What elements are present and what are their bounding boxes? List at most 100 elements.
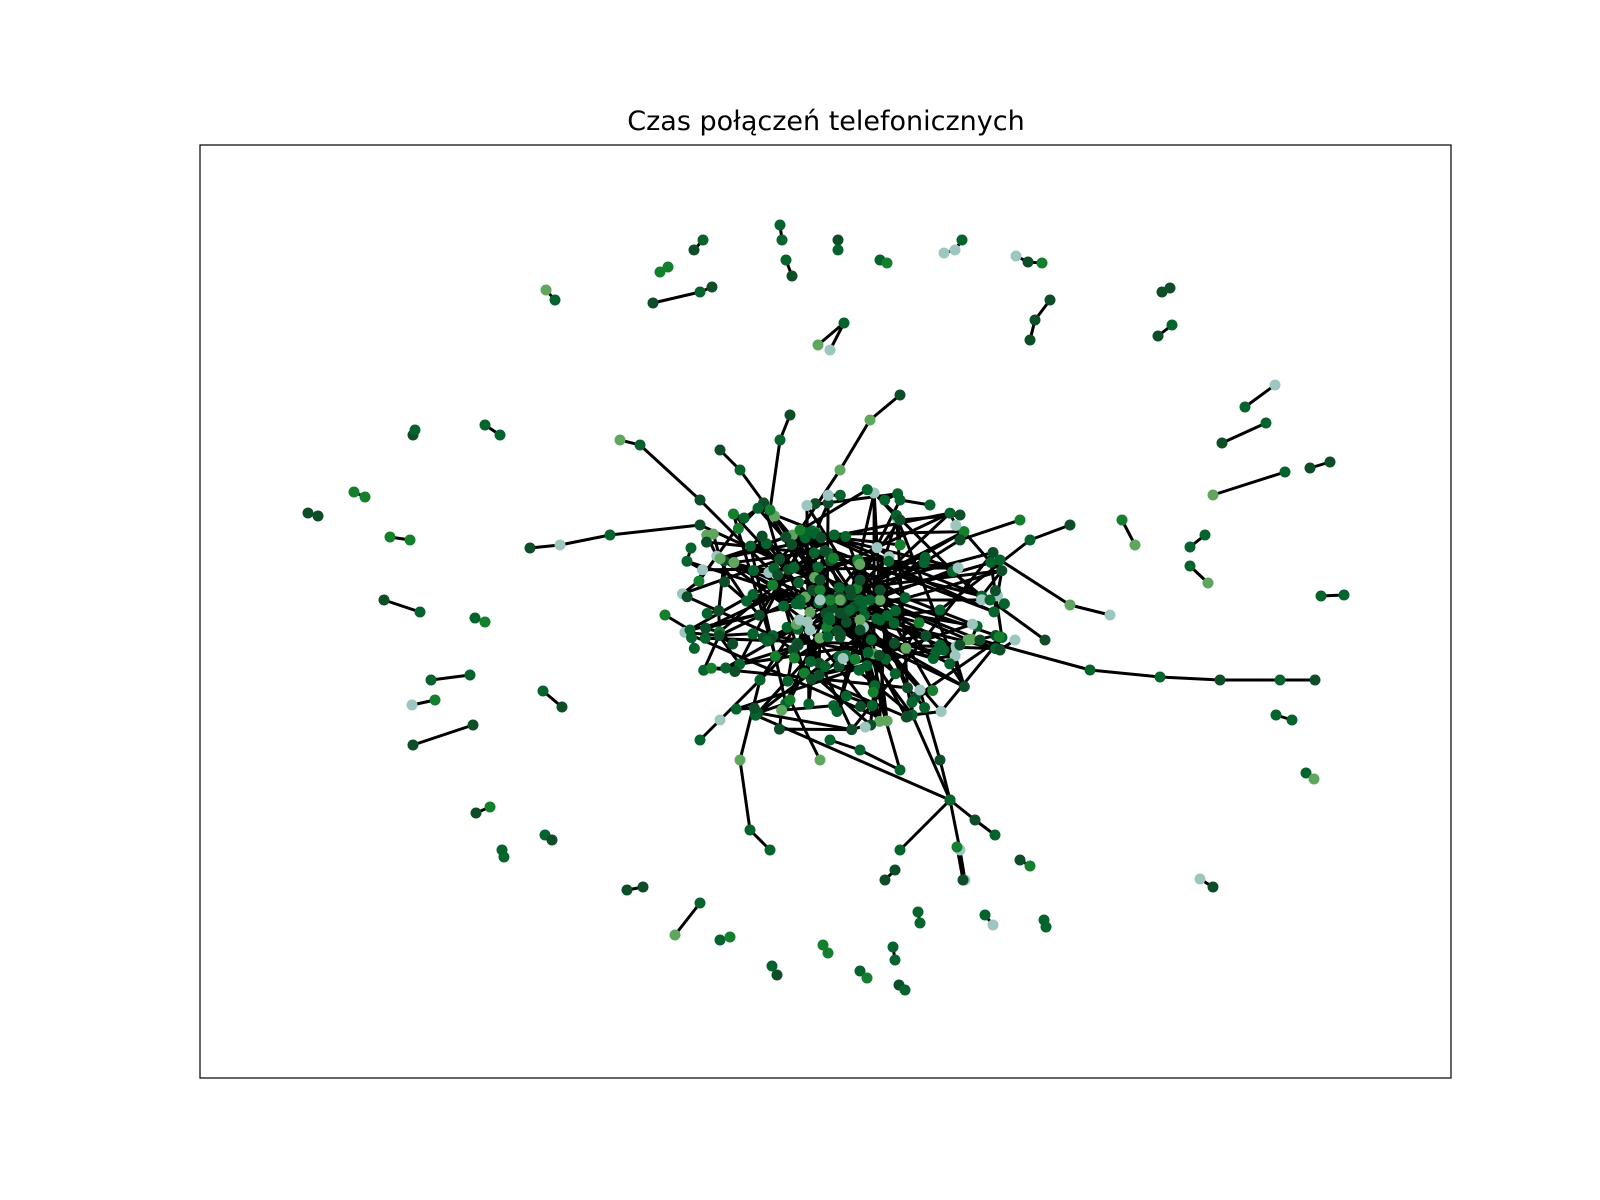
- graph-node: [662, 261, 674, 273]
- graph-node: [1304, 462, 1316, 474]
- graph-node: [994, 644, 1006, 656]
- graph-node: [920, 630, 932, 642]
- graph-node: [720, 662, 732, 674]
- graph-node: [1044, 294, 1056, 306]
- graph-node: [901, 711, 913, 723]
- graph-node: [855, 700, 867, 712]
- node-layer: [302, 219, 1350, 996]
- graph-edge: [1159, 675, 1221, 682]
- graph-node: [840, 690, 852, 702]
- graph-edge: [1221, 421, 1267, 445]
- graph-edge: [755, 713, 951, 802]
- graph-node: [854, 558, 866, 570]
- graph-edge: [798, 619, 854, 731]
- graph-node: [734, 754, 746, 766]
- graph-node: [819, 661, 831, 673]
- graph-node: [747, 628, 759, 640]
- graph-node: [1239, 401, 1251, 413]
- graph-node: [1152, 330, 1164, 342]
- graph-node: [669, 929, 681, 941]
- graph-node: [1084, 664, 1096, 676]
- graph-edge: [735, 664, 868, 711]
- graph-edge: [1244, 383, 1276, 409]
- graph-node: [788, 561, 800, 573]
- graph-node: [834, 607, 846, 619]
- graph-node: [494, 429, 506, 441]
- graph-node: [694, 734, 706, 746]
- graph-node: [1315, 590, 1327, 602]
- graph-node: [1040, 921, 1052, 933]
- graph-node: [956, 234, 968, 246]
- graph-node: [1309, 674, 1321, 686]
- graph-node: [1166, 319, 1178, 331]
- graph-node: [832, 234, 844, 246]
- graph-node: [348, 486, 360, 498]
- graph-node: [952, 562, 964, 574]
- graph-node: [854, 594, 866, 606]
- graph-node: [934, 639, 946, 651]
- graph-node: [701, 608, 713, 620]
- graph-node: [988, 606, 1000, 618]
- graph-node: [1207, 881, 1219, 893]
- graph-node: [840, 531, 852, 543]
- graph-edge: [702, 635, 721, 671]
- graph-node: [312, 510, 324, 522]
- graph-node: [767, 579, 779, 591]
- graph-node: [951, 841, 963, 853]
- graph-node: [1024, 860, 1036, 872]
- graph-node: [714, 714, 726, 726]
- graph-node: [738, 512, 750, 524]
- graph-node: [688, 244, 700, 256]
- graph-node: [867, 686, 879, 698]
- graph-node: [804, 624, 816, 636]
- graph-node: [754, 674, 766, 686]
- graph-edge: [717, 634, 741, 665]
- graph-node: [809, 498, 821, 510]
- graph-node: [899, 984, 911, 996]
- graph-node: [1014, 514, 1026, 526]
- graph-node: [874, 594, 886, 606]
- graph-node: [793, 577, 805, 589]
- graph-node: [815, 532, 827, 544]
- graph-node: [862, 647, 874, 659]
- graph-node: [924, 499, 936, 511]
- graph-edge: [638, 443, 702, 502]
- graph-node: [859, 721, 871, 733]
- graph-node: [824, 594, 836, 606]
- graph-edge: [829, 569, 1003, 622]
- graph-node: [714, 444, 726, 456]
- graph-edge: [788, 699, 822, 761]
- graph-node: [756, 530, 768, 542]
- graph-edge: [430, 673, 471, 682]
- graph-node: [894, 539, 906, 551]
- graph-node: [414, 606, 426, 618]
- graph-edge: [768, 439, 782, 511]
- graph-node: [866, 700, 878, 712]
- graph-node: [889, 864, 901, 876]
- graph-node: [784, 694, 796, 706]
- graph-node: [861, 484, 873, 496]
- graph-node: [1184, 541, 1196, 553]
- graph-node: [546, 834, 558, 846]
- graph-edge: [1089, 668, 1161, 679]
- graph-node: [883, 555, 895, 567]
- graph-node: [694, 286, 706, 298]
- graph-node: [744, 824, 756, 836]
- graph-node: [899, 592, 911, 604]
- graph-node: [769, 650, 781, 662]
- graph-node: [706, 281, 718, 293]
- graph-node: [1184, 560, 1196, 572]
- graph-node: [987, 919, 999, 931]
- graph-node: [701, 536, 713, 548]
- graph-node: [378, 594, 390, 606]
- graph-node: [828, 529, 840, 541]
- graph-node: [694, 494, 706, 506]
- graph-node: [814, 584, 826, 596]
- graph-node: [814, 574, 826, 586]
- graph-node: [1036, 257, 1048, 269]
- graph-node: [406, 699, 418, 711]
- graph-node: [881, 715, 893, 727]
- graph-node: [865, 634, 877, 646]
- graph-node: [1194, 873, 1206, 885]
- graph-node: [697, 564, 709, 576]
